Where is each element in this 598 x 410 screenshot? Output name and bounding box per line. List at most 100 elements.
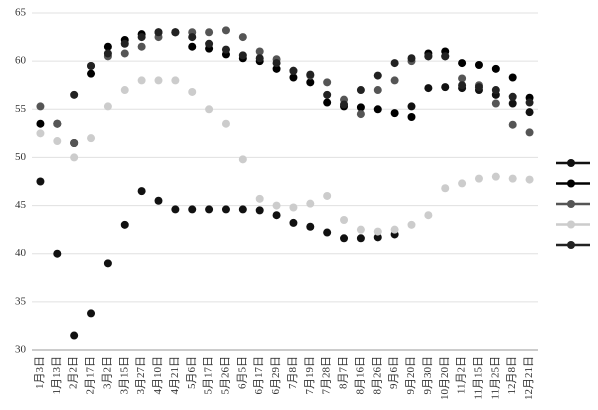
point bbox=[340, 234, 349, 243]
point bbox=[255, 54, 264, 63]
x-tick-label: 11月2日 bbox=[456, 356, 468, 394]
y-tick-label: 55 bbox=[15, 103, 27, 115]
point bbox=[525, 128, 534, 137]
x-tick-label: 6月17日 bbox=[253, 356, 265, 395]
point bbox=[289, 203, 298, 212]
point bbox=[272, 211, 281, 220]
point bbox=[323, 228, 332, 237]
point bbox=[238, 51, 247, 60]
point bbox=[137, 76, 146, 85]
point bbox=[508, 92, 517, 101]
legend-marker bbox=[567, 159, 575, 167]
point bbox=[474, 83, 483, 92]
x-tick-label: 2月17日 bbox=[85, 356, 97, 395]
x-tick-label: 11月15日 bbox=[472, 356, 484, 400]
point bbox=[120, 220, 129, 229]
point bbox=[373, 105, 382, 114]
point bbox=[221, 26, 230, 35]
point bbox=[458, 179, 467, 188]
point bbox=[238, 33, 247, 42]
point bbox=[87, 69, 96, 78]
point bbox=[356, 234, 365, 243]
x-tick-label: 3月15日 bbox=[118, 356, 130, 395]
x-tick-label: 9月20日 bbox=[405, 356, 417, 395]
legend-marker bbox=[567, 220, 575, 229]
point bbox=[36, 129, 45, 138]
point bbox=[171, 28, 180, 37]
point bbox=[458, 59, 467, 68]
legend-marker bbox=[567, 200, 575, 208]
point bbox=[323, 191, 332, 200]
point bbox=[171, 205, 180, 214]
y-tick-label: 35 bbox=[15, 295, 27, 307]
point bbox=[407, 220, 416, 229]
point bbox=[373, 86, 382, 95]
point bbox=[188, 42, 197, 51]
point bbox=[390, 76, 399, 85]
x-tick-label: 6月5日 bbox=[236, 356, 248, 389]
point bbox=[154, 76, 163, 85]
point bbox=[441, 83, 450, 92]
x-tick-label: 8月26日 bbox=[371, 356, 383, 395]
x-tick-label: 2月2日 bbox=[68, 356, 80, 389]
point bbox=[306, 78, 315, 87]
point bbox=[508, 174, 517, 183]
point bbox=[36, 177, 45, 186]
x-tick-label: 9月30日 bbox=[422, 356, 434, 395]
point bbox=[103, 49, 112, 58]
point bbox=[137, 33, 146, 42]
y-tick-label: 45 bbox=[15, 199, 27, 211]
x-tick-label: 12月8日 bbox=[506, 356, 518, 395]
point bbox=[205, 28, 214, 37]
point bbox=[306, 199, 315, 208]
point bbox=[491, 172, 500, 181]
x-tick-label: 5月6日 bbox=[186, 356, 198, 389]
point bbox=[390, 109, 399, 118]
point bbox=[120, 86, 129, 95]
point bbox=[36, 119, 45, 128]
point bbox=[289, 73, 298, 82]
point bbox=[120, 49, 129, 58]
point bbox=[53, 137, 62, 146]
point bbox=[474, 60, 483, 69]
point bbox=[356, 86, 365, 95]
point bbox=[441, 52, 450, 61]
point bbox=[373, 71, 382, 80]
point bbox=[508, 73, 517, 82]
point bbox=[525, 175, 534, 184]
point bbox=[205, 105, 214, 114]
point bbox=[390, 59, 399, 68]
point bbox=[407, 112, 416, 121]
point bbox=[424, 84, 433, 93]
x-tick-label: 3月27日 bbox=[135, 356, 147, 395]
point bbox=[188, 205, 197, 214]
point bbox=[154, 28, 163, 37]
x-tick-label: 6月29日 bbox=[270, 356, 282, 395]
point bbox=[255, 194, 264, 203]
point bbox=[70, 138, 79, 147]
point bbox=[221, 45, 230, 54]
point bbox=[340, 100, 349, 109]
point bbox=[137, 42, 146, 51]
point bbox=[289, 218, 298, 227]
point bbox=[272, 201, 281, 210]
point bbox=[340, 216, 349, 225]
x-tick-label: 11月25日 bbox=[489, 356, 501, 400]
point bbox=[137, 187, 146, 196]
point bbox=[70, 90, 79, 99]
x-tick-label: 5月26日 bbox=[219, 356, 231, 395]
point bbox=[70, 153, 79, 162]
point bbox=[53, 249, 62, 258]
x-tick-label: 7月19日 bbox=[304, 356, 316, 395]
point bbox=[458, 74, 467, 83]
point bbox=[356, 225, 365, 234]
point bbox=[53, 119, 62, 128]
point bbox=[424, 52, 433, 61]
point bbox=[306, 70, 315, 79]
point bbox=[441, 184, 450, 193]
point bbox=[289, 66, 298, 75]
point bbox=[238, 205, 247, 214]
point bbox=[255, 206, 264, 215]
point bbox=[491, 99, 500, 108]
